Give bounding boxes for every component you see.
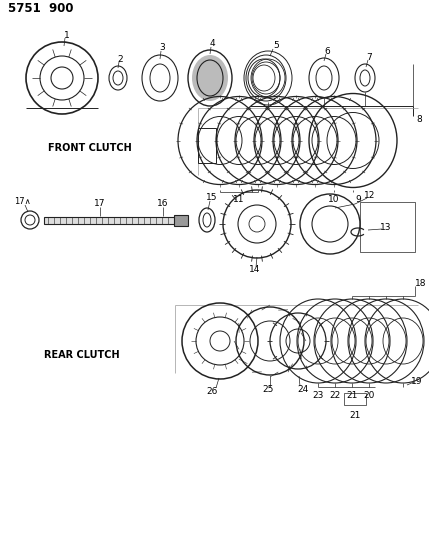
- Text: 23: 23: [312, 391, 324, 400]
- Bar: [174, 214, 188, 225]
- Text: 7: 7: [366, 52, 372, 61]
- Text: 16: 16: [157, 199, 169, 208]
- Text: 25: 25: [262, 385, 274, 394]
- Text: 24: 24: [297, 384, 308, 393]
- Text: 5: 5: [273, 42, 279, 51]
- Text: 1: 1: [64, 31, 70, 41]
- Text: 9: 9: [355, 195, 361, 204]
- Text: 18: 18: [415, 279, 427, 287]
- Text: 21: 21: [346, 391, 358, 400]
- Ellipse shape: [192, 55, 228, 101]
- Text: 12: 12: [364, 191, 376, 200]
- Text: 21: 21: [349, 410, 361, 419]
- Text: 17: 17: [94, 199, 106, 208]
- Text: 15: 15: [206, 193, 218, 203]
- Bar: [44, 216, 186, 223]
- Text: 14: 14: [249, 265, 261, 274]
- Text: 10: 10: [328, 195, 340, 204]
- Text: 22: 22: [329, 391, 341, 400]
- Text: 8: 8: [416, 115, 422, 124]
- Text: 4: 4: [209, 39, 215, 49]
- Text: 26: 26: [206, 386, 218, 395]
- Text: 2: 2: [117, 54, 123, 63]
- Text: 19: 19: [411, 376, 423, 385]
- Bar: [360, 202, 415, 252]
- Text: 11: 11: [233, 195, 245, 204]
- Text: 20: 20: [363, 391, 375, 400]
- Text: 3: 3: [159, 44, 165, 52]
- Text: 6: 6: [324, 46, 330, 55]
- Bar: [344, 393, 366, 405]
- Text: 17∧: 17∧: [14, 198, 30, 206]
- Text: 5751  900: 5751 900: [8, 2, 73, 14]
- Bar: [198, 128, 216, 163]
- Text: REAR CLUTCH: REAR CLUTCH: [44, 350, 120, 360]
- Text: FRONT CLUTCH: FRONT CLUTCH: [48, 143, 132, 153]
- Text: 13: 13: [380, 223, 392, 232]
